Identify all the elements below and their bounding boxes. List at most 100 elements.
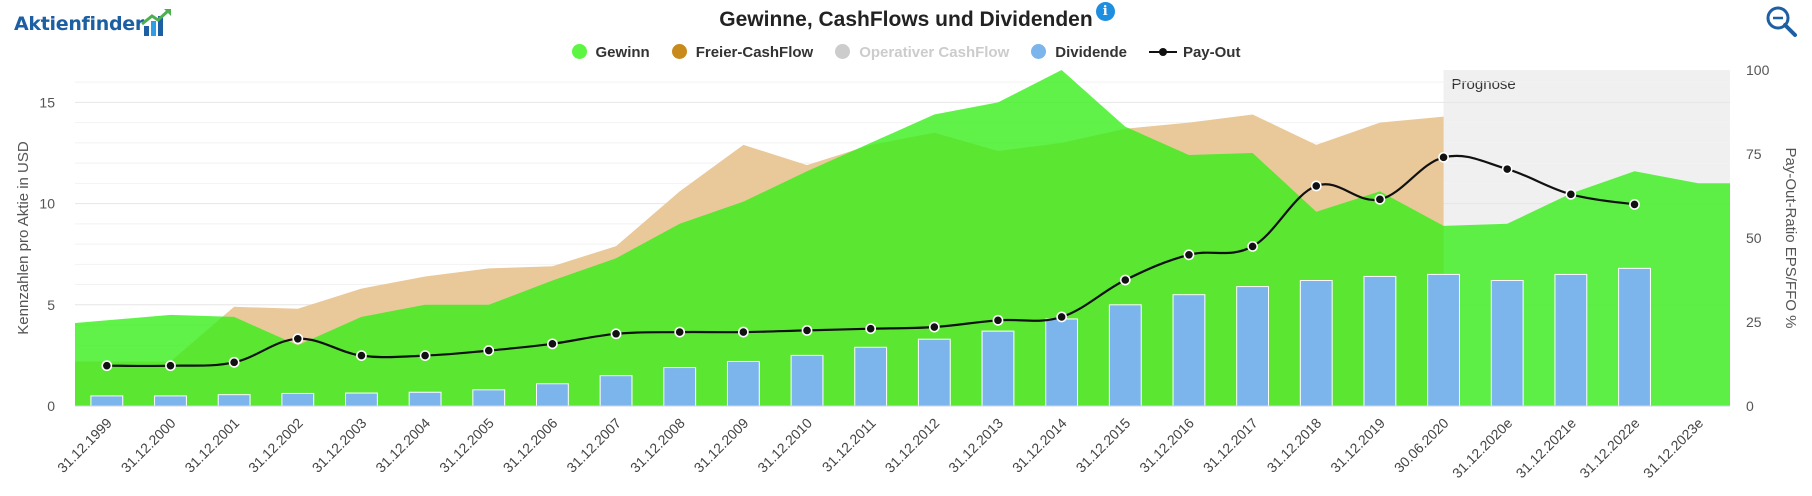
x-tick-label: 31.12.2021e (1513, 415, 1580, 482)
x-tick-label: 31.12.2008 (627, 415, 688, 476)
x-tick-label: 31.12.2000 (118, 415, 179, 476)
x-tick-label: 31.12.2022e (1576, 415, 1643, 482)
x-tick-label: 31.12.2020e (1449, 415, 1516, 482)
x-tick-label: 31.12.2002 (245, 415, 306, 476)
point-pay-out (1247, 240, 1258, 252)
x-tick-label: 31.12.2007 (563, 415, 624, 476)
y-axis-title: Kennzahlen pro Aktie in USD (15, 141, 32, 335)
y2-tick-label: 50 (1746, 230, 1762, 246)
y-tick-label: 0 (47, 398, 55, 414)
bar-dividende (154, 395, 187, 407)
bar-dividende (1618, 267, 1651, 407)
y2-tick-label: 100 (1746, 62, 1770, 78)
x-tick-label: 31.12.2001 (181, 415, 242, 476)
point-pay-out (547, 338, 558, 350)
x-tick-label: 31.12.2006 (500, 415, 561, 476)
bar-dividende (472, 389, 506, 407)
x-tick-label: 31.12.2015 (1073, 415, 1134, 476)
bar-dividende (1427, 273, 1460, 407)
bar-dividende (981, 330, 1015, 407)
bar-dividende (1172, 294, 1206, 407)
bar-dividende (790, 354, 824, 407)
legend-item-pay-out[interactable]: Pay-Out (1148, 43, 1241, 61)
chart-legend: Gewinn Freier-CashFlow Operativer CashFlow… (0, 43, 1812, 61)
point-pay-out (1056, 311, 1068, 323)
bar-dividende (1236, 286, 1270, 407)
bar-dividende (1363, 275, 1397, 407)
brand-logo[interactable]: Aktienfinder (14, 6, 174, 40)
legend-item-operativer-cashflow[interactable]: Operativer CashFlow (835, 43, 1010, 61)
legend-swatch (1031, 43, 1047, 59)
legend-label: Dividende (1055, 43, 1127, 61)
x-tick-label: 31.12.2016 (1136, 415, 1197, 476)
y2-tick-label: 0 (1746, 398, 1754, 414)
point-pay-out (1183, 249, 1195, 261)
point-pay-out (674, 326, 686, 338)
y-tick-label: 15 (39, 94, 55, 110)
legend-swatch (571, 43, 587, 59)
bar-dividende (1554, 273, 1588, 407)
x-tick-label: 31.12.2012 (882, 415, 943, 476)
forecast-label: Prognose (1452, 76, 1516, 93)
x-tick-label: 31.12.1999 (54, 415, 115, 476)
legend-item-freier-cashflow[interactable]: Freier-CashFlow (671, 43, 814, 61)
point-pay-out (1310, 180, 1322, 192)
bar-dividende (1299, 280, 1333, 407)
point-pay-out (1565, 188, 1577, 200)
point-pay-out (228, 356, 240, 368)
y2-axis-title: Pay-Out-Ratio EPS/FFO % (1782, 148, 1799, 329)
x-tick-label: 31.12.2017 (1200, 415, 1261, 476)
x-tick-label: 30.06.2020 (1391, 415, 1452, 476)
bar-dividende (281, 392, 315, 407)
y-tick-label: 5 (47, 297, 55, 313)
zoom-in-icon[interactable] (1764, 4, 1798, 38)
point-pay-out (1119, 274, 1131, 286)
info-icon[interactable]: i (1095, 2, 1115, 21)
bar-dividende (1490, 280, 1524, 407)
legend-label: Pay-Out (1182, 43, 1241, 61)
legend-label: Freier-CashFlow (695, 43, 814, 61)
x-tick-label: 31.12.2011 (819, 415, 879, 475)
point-pay-out (865, 323, 877, 335)
bar-dividende (345, 392, 378, 407)
point-pay-out (165, 360, 176, 372)
bar-dividende (1045, 318, 1079, 407)
legend-label: Gewinn (595, 43, 650, 61)
bar-dividende (408, 391, 442, 407)
chart-title: Gewinne, CashFlows und Dividenden (719, 8, 1093, 31)
point-pay-out (1374, 193, 1386, 205)
legend-swatch (835, 43, 851, 59)
point-pay-out (1501, 163, 1513, 175)
x-tick-label: 31.12.2023e (1640, 415, 1707, 482)
bar-chart-arrow-icon (141, 9, 171, 36)
legend-swatch (671, 43, 687, 59)
bar-dividende (917, 338, 951, 407)
x-tick-label: 31.12.2010 (754, 415, 815, 476)
point-pay-out (356, 350, 367, 361)
legend-item-dividende[interactable]: Dividende (1031, 43, 1127, 61)
point-pay-out (737, 326, 749, 338)
bar-dividende (663, 367, 697, 407)
point-pay-out (419, 350, 431, 361)
legend-item-gewinn[interactable]: Gewinn (571, 43, 650, 61)
point-pay-out (610, 328, 622, 340)
x-tick-label: 31.12.2009 (691, 415, 752, 476)
bar-dividende (854, 346, 888, 407)
x-tick-label: 31.12.2005 (436, 415, 497, 476)
x-tick-label: 31.12.2003 (309, 415, 370, 476)
brand-name: Aktienfinder (14, 13, 144, 35)
y2-tick-label: 75 (1746, 146, 1762, 162)
legend-line-marker (1148, 47, 1177, 57)
bar-dividende (726, 360, 760, 407)
x-tick-label: 31.12.2014 (1009, 415, 1070, 476)
point-pay-out (801, 324, 813, 336)
point-pay-out (1629, 198, 1640, 210)
x-tick-label: 31.12.2013 (945, 415, 1006, 476)
point-pay-out (1438, 151, 1449, 163)
bar-dividende (599, 375, 633, 407)
legend-label: Operativer CashFlow (859, 43, 1010, 61)
point-pay-out (292, 333, 304, 345)
point-pay-out (928, 321, 940, 333)
x-tick-label: 31.12.2019 (1327, 415, 1388, 476)
